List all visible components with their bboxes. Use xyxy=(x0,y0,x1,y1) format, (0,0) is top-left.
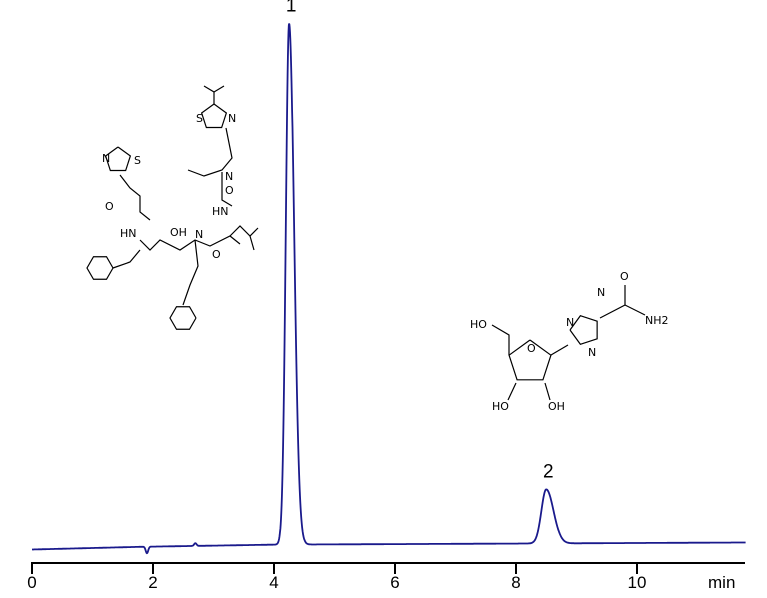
atom-label: O xyxy=(105,200,114,213)
atom-label: O xyxy=(225,184,234,197)
atom-label: N xyxy=(228,112,236,125)
bond xyxy=(139,235,241,251)
bond xyxy=(112,249,141,269)
atom-label: HO xyxy=(470,318,487,331)
phenyl-ring xyxy=(86,256,114,280)
atom-label: S xyxy=(134,154,141,167)
atom-label: O xyxy=(620,270,629,283)
bond xyxy=(544,382,551,401)
x-tick-label: 10 xyxy=(628,573,647,592)
bond xyxy=(187,127,233,177)
atom-label: O xyxy=(527,342,536,355)
bond xyxy=(119,174,151,221)
atom-label: HN xyxy=(120,227,137,240)
thiazole-ring xyxy=(200,103,228,129)
x-axis-label: min xyxy=(708,573,735,592)
atom-label: N xyxy=(102,152,110,165)
bond xyxy=(221,172,233,207)
bond xyxy=(507,382,517,401)
bond xyxy=(229,225,259,237)
bond xyxy=(550,344,569,356)
chromatogram-trace xyxy=(32,23,746,555)
x-tick-label: 2 xyxy=(148,573,157,592)
atom-label: S xyxy=(196,112,203,125)
atom-label: OH xyxy=(170,226,187,239)
atom-label: N xyxy=(195,228,203,241)
peak-label-1: 1 xyxy=(286,0,297,16)
bond xyxy=(249,235,255,251)
ribose-ring xyxy=(508,339,552,381)
atom-label: N xyxy=(597,286,605,299)
x-tick-label: 4 xyxy=(269,573,278,592)
triazole-ring xyxy=(569,315,598,345)
atom-label: HO xyxy=(492,400,509,413)
bond xyxy=(624,304,646,316)
atom-label: HN xyxy=(212,205,229,218)
atom-label: O xyxy=(212,248,221,261)
bond xyxy=(203,85,215,104)
bond xyxy=(213,85,225,93)
atom-label: N xyxy=(225,170,233,183)
x-tick-label: 0 xyxy=(27,573,36,592)
phenyl-ring xyxy=(169,306,197,330)
atom-label: OH xyxy=(548,400,565,413)
atom-label: N xyxy=(566,316,574,329)
x-tick-label: 6 xyxy=(390,573,399,592)
peak-label-2: 2 xyxy=(543,461,554,482)
bond xyxy=(182,239,199,306)
atom-label: NH2 xyxy=(645,314,669,327)
thiazole-ring xyxy=(104,146,132,172)
bond xyxy=(491,324,510,355)
atom-label: N xyxy=(588,346,596,359)
x-tick-label: 8 xyxy=(511,573,520,592)
